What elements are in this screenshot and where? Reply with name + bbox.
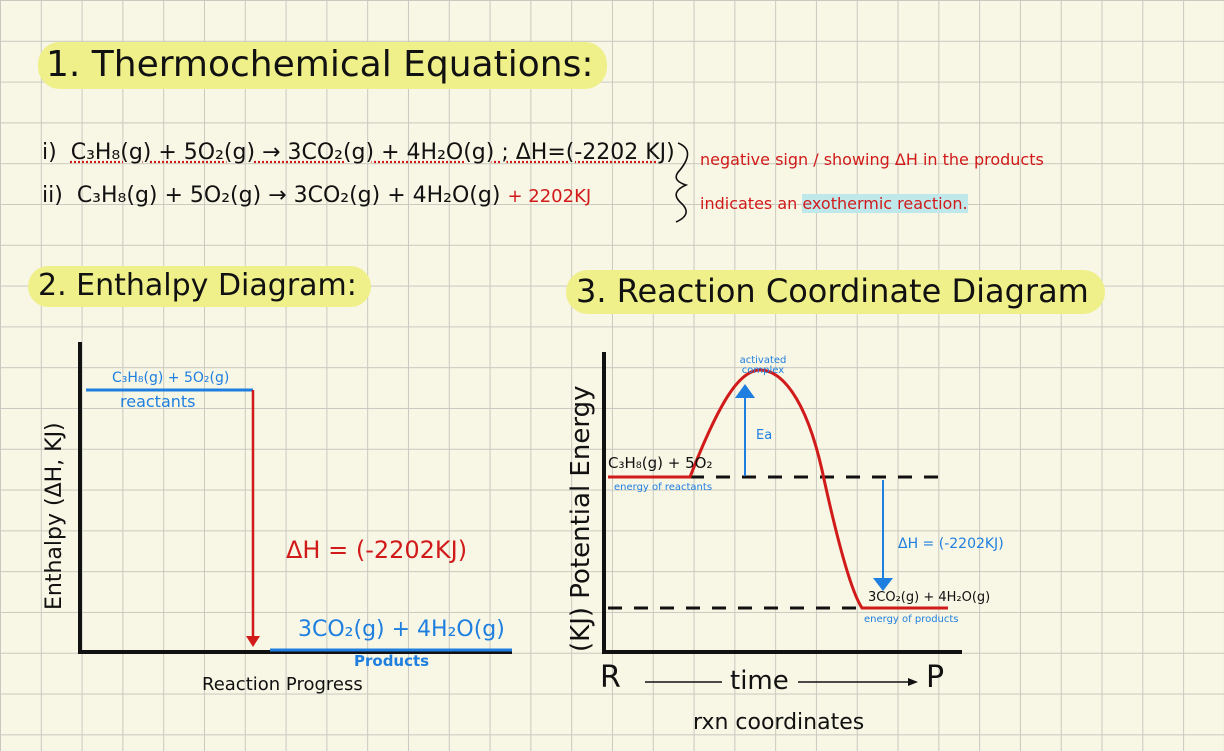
delta-h-arrowhead [246,636,260,647]
note-exothermic-highlight: exothermic reaction. [802,194,968,213]
rc-delta-h-arrowhead [873,578,893,591]
rc-reactants-caption: energy of reactants [614,482,713,493]
time-axis-arrowhead [908,678,918,686]
ea-label: Ea [756,428,773,443]
enthalpy-products-label: Products [354,652,430,670]
reaction-energy-curve [608,368,948,610]
enthalpy-x-axis-label: Reaction Progress [202,674,363,695]
note-line-2: indicates an exothermic reaction. [700,194,968,213]
rc-x-caption: rxn coordinates [693,710,865,735]
equation-2-text: C₃H₈(g) + 5O₂(g) → 3CO₂(g) + 4H₂O(g) [76,183,501,208]
curly-brace [675,142,689,223]
enthalpy-reactants-formula: C₃H₈(g) + 5O₂(g) [112,370,230,386]
rc-x-mid: time [730,666,789,696]
section-2-title: 2. Enthalpy Diagram: [28,266,371,307]
equation-1-text: C₃H₈(g) + 5O₂(g) → 3CO₂(g) + 4H₂O(g) ; Δ… [70,140,675,165]
enthalpy-reactants-label: reactants [120,392,196,411]
rc-x-start: R [600,660,621,695]
equation-2-label: ii) [42,183,63,208]
rc-products-caption: energy of products [864,614,959,625]
rc-x-end: P [926,660,945,695]
rc-reactants-formula: C₃H₈(g) + 5O₂ [608,454,713,472]
equation-2: ii) C₃H₈(g) + 5O₂(g) → 3CO₂(g) + 4H₂O(g)… [42,183,591,208]
equation-1: i) C₃H₈(g) + 5O₂(g) → 3CO₂(g) + 4H₂O(g) … [42,140,675,165]
activated-complex-label: activated complex [739,355,787,376]
section-3-title: 3. Reaction Coordinate Diagram [566,270,1105,314]
section-1-title: 1. Thermochemical Equations: [38,42,608,89]
enthalpy-delta-h: ΔH = (-2202KJ) [286,536,468,564]
rc-products-formula: 3CO₂(g) + 4H₂O(g) [868,590,991,605]
equation-1-label: i) [42,140,57,165]
rc-delta-h: ΔH = (-2202KJ) [898,536,1004,552]
note-line-2-text: indicates an [700,194,803,213]
equation-2-energy: + 2202KJ [507,186,592,207]
enthalpy-products-formula: 3CO₂(g) + 4H₂O(g) [298,617,505,642]
note-line-1: negative sign / showing ΔH in the produc… [700,150,1044,169]
rc-y-axis-label: (KJ) Potential Energy [566,385,596,652]
ea-arrowhead [735,384,755,398]
